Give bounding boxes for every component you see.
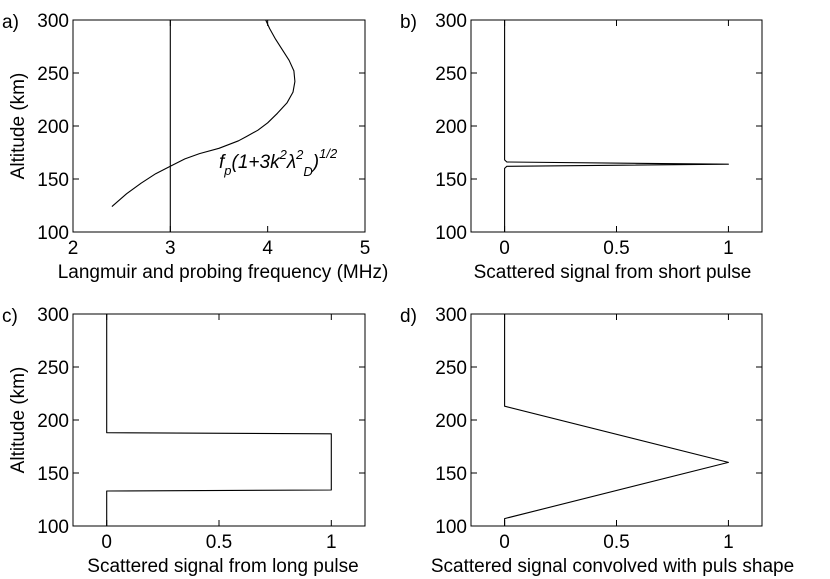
y-tick-label: 200 (37, 411, 69, 432)
y-tick-label: 100 (37, 223, 69, 244)
y-tick-label: 300 (435, 305, 467, 326)
plot-frame (470, 313, 763, 527)
panel-a: 100 150 200 250 300 2 3 4 5 Langmuir and probing … (2, 11, 388, 283)
y-tick-label: 200 (37, 117, 69, 138)
y-tick-label: 150 (37, 464, 69, 485)
x-tick-label: 0.5 (206, 532, 232, 553)
series-line-1 (504, 20, 729, 232)
y-tick-label: 150 (435, 464, 467, 485)
panel-letter: a) (2, 12, 19, 33)
x-axis-label: Langmuir and probing frequency (MHz) (58, 262, 389, 283)
x-tick-label: 1 (723, 238, 734, 259)
x-tick-label: 1 (326, 532, 337, 553)
x-axis-label: Scattered signal from short pulse (474, 262, 752, 283)
y-tick-label: 100 (435, 223, 467, 244)
y-tick-label: 250 (435, 358, 467, 379)
x-tick-label: 0.5 (603, 532, 629, 553)
x-tick-label: 3 (165, 238, 176, 259)
y-tick-label: 300 (37, 305, 69, 326)
x-tick-label: 1 (723, 532, 734, 553)
y-tick-label: 300 (435, 11, 467, 32)
panel-letter: c) (2, 306, 18, 327)
x-tick-label: 0 (499, 532, 510, 553)
panel-letter: d) (400, 306, 417, 327)
x-tick-label: 0.5 (603, 238, 629, 259)
series-line-1 (504, 314, 729, 526)
x-tick-label: 5 (360, 238, 371, 259)
y-tick-label: 200 (435, 411, 467, 432)
panel-letter: b) (400, 12, 417, 33)
y-axis-label: Altitude (km) (8, 367, 29, 474)
plot-frame (72, 19, 366, 233)
x-tick-label: 0 (499, 238, 510, 259)
y-tick-label: 250 (37, 64, 69, 85)
y-tick-label: 100 (435, 517, 467, 538)
series-line-1 (111, 19, 296, 208)
panel-b: 100 150 200 250 300 0 0.5 1 Scattered signal fro… (400, 11, 763, 283)
panel-c: 100 150 200 250 300 0 0.5 1 Scattered signal fro… (2, 305, 366, 577)
formula-annotation: fp(1+3k2λ2D)1/2 (219, 146, 338, 179)
x-tick-label: 4 (262, 238, 273, 259)
series-line-1 (106, 314, 332, 526)
plot-frame (470, 19, 763, 233)
y-tick-label: 250 (37, 358, 69, 379)
y-axis-label: Altitude (km) (8, 73, 29, 180)
y-tick-label: 250 (435, 64, 467, 85)
x-tick-label: 0 (101, 532, 112, 553)
y-tick-label: 150 (37, 170, 69, 191)
y-tick-label: 300 (37, 11, 69, 32)
y-tick-label: 100 (37, 517, 69, 538)
x-axis-label: Scattered signal from long pulse (87, 556, 358, 577)
y-tick-label: 150 (435, 170, 467, 191)
plot-frame (72, 313, 366, 527)
x-axis-label: Scattered signal convolved with puls sha… (431, 556, 794, 577)
x-tick-label: 2 (68, 238, 79, 259)
panel-d: 100 150 200 250 300 0 0.5 1 Scattered signal con… (400, 305, 794, 577)
y-tick-label: 200 (435, 117, 467, 138)
